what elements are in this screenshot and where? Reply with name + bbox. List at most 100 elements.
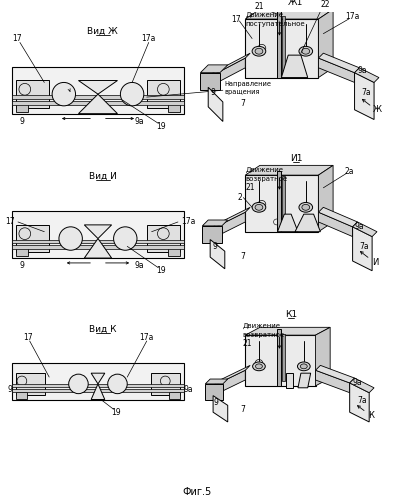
- Text: возвратное: возвратное: [245, 176, 288, 182]
- Text: Направление: Направление: [225, 82, 272, 87]
- Text: Вид Ж: Вид Ж: [87, 27, 118, 36]
- Polygon shape: [210, 212, 245, 240]
- Circle shape: [120, 82, 144, 106]
- Polygon shape: [286, 373, 293, 388]
- Circle shape: [108, 374, 127, 394]
- Polygon shape: [355, 68, 379, 82]
- Polygon shape: [353, 227, 372, 270]
- Polygon shape: [355, 72, 374, 120]
- Bar: [205, 384, 223, 400]
- Text: 9а: 9а: [134, 262, 144, 270]
- Text: 7: 7: [240, 252, 245, 260]
- Bar: [150, 373, 180, 394]
- Ellipse shape: [302, 48, 310, 54]
- Bar: [200, 72, 220, 90]
- Bar: [12, 95, 184, 99]
- Polygon shape: [318, 10, 333, 78]
- Text: 17а: 17а: [141, 34, 156, 43]
- Text: поступательное: поступательное: [245, 21, 305, 27]
- Bar: [169, 392, 180, 398]
- Ellipse shape: [256, 364, 262, 369]
- Text: 7а: 7а: [357, 396, 367, 405]
- Text: вращения: вращения: [225, 89, 260, 95]
- Text: И1: И1: [290, 154, 302, 163]
- Polygon shape: [298, 373, 310, 388]
- Polygon shape: [202, 220, 228, 226]
- Polygon shape: [316, 370, 350, 392]
- Text: 21: 21: [245, 184, 255, 192]
- Polygon shape: [210, 208, 250, 230]
- Text: Движение: Движение: [245, 12, 283, 18]
- Bar: [168, 248, 180, 256]
- Text: 17: 17: [231, 14, 240, 24]
- Polygon shape: [213, 366, 250, 386]
- Text: 9а: 9а: [355, 222, 364, 232]
- Ellipse shape: [299, 202, 312, 212]
- Bar: [12, 211, 184, 258]
- Polygon shape: [213, 370, 245, 396]
- Polygon shape: [245, 166, 333, 175]
- Text: 9: 9: [211, 88, 216, 96]
- Polygon shape: [350, 383, 369, 422]
- Bar: [16, 392, 27, 398]
- Bar: [12, 246, 184, 250]
- Polygon shape: [277, 214, 298, 232]
- Text: 9: 9: [214, 398, 218, 407]
- Text: 9а: 9а: [184, 386, 194, 394]
- Polygon shape: [91, 373, 105, 384]
- Text: 17а: 17а: [345, 12, 360, 20]
- Text: 22: 22: [320, 0, 330, 9]
- Text: 2: 2: [237, 193, 242, 202]
- Bar: [276, 11, 281, 78]
- Text: возвратное: возвратное: [243, 332, 284, 338]
- Polygon shape: [208, 58, 245, 88]
- Bar: [12, 389, 184, 392]
- Bar: [245, 19, 318, 78]
- Text: 2а: 2а: [345, 166, 354, 175]
- Polygon shape: [318, 58, 355, 82]
- Ellipse shape: [252, 362, 265, 370]
- Text: 7а: 7а: [359, 242, 369, 251]
- Text: Движение: Движение: [245, 167, 283, 173]
- Bar: [147, 80, 180, 108]
- Polygon shape: [245, 328, 330, 335]
- Bar: [16, 104, 28, 112]
- Text: И: И: [372, 258, 378, 268]
- Polygon shape: [295, 214, 320, 232]
- Polygon shape: [84, 238, 112, 258]
- Text: К1: К1: [285, 310, 297, 319]
- Ellipse shape: [252, 46, 266, 56]
- Text: 9: 9: [7, 386, 12, 394]
- Polygon shape: [316, 366, 355, 383]
- Polygon shape: [353, 222, 377, 236]
- Ellipse shape: [255, 204, 263, 210]
- Circle shape: [114, 227, 137, 250]
- Polygon shape: [318, 212, 353, 236]
- Bar: [16, 225, 49, 252]
- Polygon shape: [208, 53, 250, 78]
- Bar: [12, 384, 184, 387]
- Ellipse shape: [252, 202, 266, 212]
- Bar: [12, 364, 184, 400]
- Text: Вид И: Вид И: [89, 172, 117, 180]
- Bar: [282, 176, 285, 227]
- Text: 19: 19: [156, 122, 166, 131]
- Ellipse shape: [255, 48, 263, 54]
- Bar: [245, 335, 316, 386]
- Polygon shape: [210, 240, 225, 269]
- Bar: [282, 16, 285, 72]
- Bar: [12, 101, 184, 105]
- Polygon shape: [208, 88, 223, 122]
- Text: Вид К: Вид К: [89, 325, 117, 334]
- Bar: [276, 171, 281, 232]
- Text: Ж1: Ж1: [288, 0, 304, 7]
- Polygon shape: [213, 396, 228, 422]
- Polygon shape: [205, 379, 228, 384]
- Text: 9: 9: [19, 117, 24, 126]
- Bar: [276, 330, 281, 386]
- Text: К: К: [368, 410, 374, 420]
- Text: 17: 17: [23, 332, 32, 342]
- Bar: [16, 80, 49, 108]
- Bar: [245, 175, 318, 232]
- Bar: [16, 248, 28, 256]
